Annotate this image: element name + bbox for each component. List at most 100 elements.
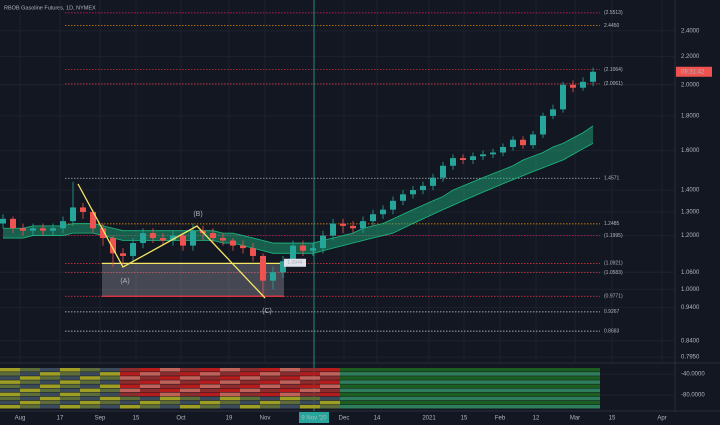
indicator-cell — [20, 380, 40, 384]
indicator-cell — [540, 372, 560, 376]
candle-body — [230, 240, 236, 246]
indicator-cell — [240, 388, 260, 393]
price-tag — [676, 66, 712, 77]
indicator-cell — [460, 392, 480, 397]
indicator-cell — [40, 404, 60, 409]
indicator-cell — [240, 404, 260, 409]
indicator-cell — [540, 404, 560, 409]
x-tick-label: Oct — [176, 416, 186, 422]
indicator-cell — [460, 372, 480, 376]
indicator-cell — [320, 372, 340, 376]
indicator-cell — [220, 380, 240, 384]
y-tick-label: 2.4000 — [681, 29, 700, 35]
indicator-cell — [100, 376, 120, 380]
indicator-cell — [0, 372, 20, 376]
indicator-cell — [460, 380, 480, 384]
indicator-cell — [400, 388, 420, 393]
indicator-cell — [140, 384, 160, 388]
indicator-cell — [560, 368, 580, 372]
indicator-cell — [240, 376, 260, 380]
indicator-cell — [120, 404, 140, 409]
indicator-cell — [440, 368, 460, 372]
indicator-cell — [180, 376, 200, 380]
indicator-cell — [560, 376, 580, 380]
candle-body — [440, 165, 446, 178]
level-label: (1.0583) — [604, 270, 623, 276]
candle-body — [280, 261, 286, 273]
chart-title: RBOB Gasoline Futures, 1D, NYMEX — [4, 5, 96, 11]
indicator-cell — [300, 372, 320, 376]
indicator-cell — [520, 376, 540, 380]
indicator-cell — [260, 392, 280, 397]
indicator-cell — [0, 384, 20, 388]
indicator-cell — [580, 388, 600, 393]
x-tick-label: Nov — [260, 416, 271, 422]
indicator-cell — [400, 380, 420, 384]
indicator-cell — [360, 372, 380, 376]
candle-body — [370, 214, 376, 222]
indicator-cell — [120, 372, 140, 376]
x-tick-label: Apr — [657, 416, 666, 422]
indicator-cell — [320, 396, 340, 401]
indicator-cell — [580, 400, 600, 405]
x-tick-label: 15 — [461, 416, 468, 422]
indicator-cell — [540, 384, 560, 388]
crosshair-label: 9 Nov '20 — [301, 416, 327, 422]
indicator-cell — [360, 368, 380, 372]
x-tick-label: 15 — [609, 416, 616, 422]
indicator-cell — [320, 388, 340, 393]
indicator-cell — [40, 368, 60, 372]
indicator-cell — [160, 380, 180, 384]
indicator-cell — [300, 404, 320, 409]
indicator-cell — [20, 392, 40, 397]
candle-body — [330, 223, 336, 236]
indicator-cell — [380, 372, 400, 376]
indicator-cell — [200, 384, 220, 388]
candle-body — [190, 230, 196, 246]
candle-body — [520, 139, 526, 146]
indicator-cell — [300, 392, 320, 397]
cursor-tag-label: 1.0944 — [287, 260, 303, 266]
indicator-cell — [20, 372, 40, 376]
indicator-cell — [160, 400, 180, 405]
indicator-cell — [300, 396, 320, 401]
candle-body — [530, 134, 536, 146]
indicator-cell — [400, 404, 420, 409]
indicator-cell — [400, 384, 420, 388]
indicator-cell — [560, 396, 580, 401]
indicator-cell — [240, 396, 260, 401]
crosshair-tag — [299, 412, 329, 423]
indicator-cell — [480, 388, 500, 393]
candle-body — [100, 228, 106, 239]
candle-body — [340, 223, 346, 226]
candle-body — [40, 228, 46, 231]
level-label: (2.5513) — [604, 10, 623, 16]
y-tick-label: 2.2000 — [681, 54, 700, 60]
y-tick-label: 1.2000 — [681, 233, 700, 239]
candle-body — [420, 185, 426, 191]
indicator-cell — [480, 372, 500, 376]
indicator-cell — [320, 384, 340, 388]
indicator-cell — [360, 400, 380, 405]
indicator-cell — [440, 384, 460, 388]
indicator-cell — [480, 400, 500, 405]
indicator-cell — [500, 396, 520, 401]
y-tick-label: 1.0600 — [681, 270, 700, 276]
indicator-cell — [260, 368, 280, 372]
indicator-cell — [340, 376, 360, 380]
indicator-cell — [80, 388, 100, 393]
y-tick-label: 2.0000 — [681, 82, 700, 88]
indicator-cell — [140, 404, 160, 409]
indicator-cell — [180, 400, 200, 405]
indicator-cell — [320, 368, 340, 372]
indicator-cell — [400, 372, 420, 376]
indicator-cell — [340, 396, 360, 401]
indicator-cell — [100, 400, 120, 405]
indicator-cell — [220, 372, 240, 376]
indicator-cell — [240, 384, 260, 388]
indicator-cell — [400, 368, 420, 372]
x-tick-label: 15 — [133, 416, 140, 422]
indicator-cell — [140, 380, 160, 384]
candle-body — [390, 200, 396, 210]
indicator-tick-label: -40.0000 — [681, 372, 705, 378]
